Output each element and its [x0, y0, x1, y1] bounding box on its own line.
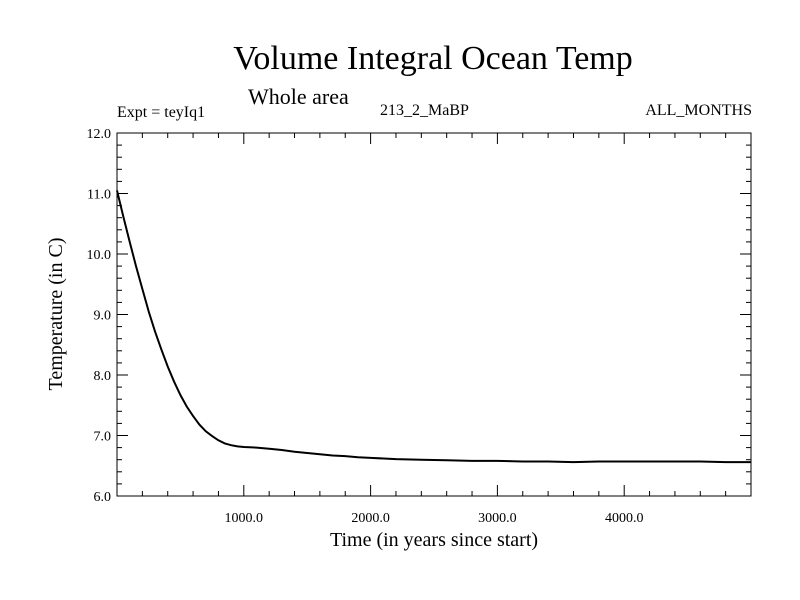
y-tick-label: 7.0 [94, 430, 112, 445]
y-tick-label: 6.0 [94, 490, 112, 505]
y-tick-label: 10.0 [87, 248, 112, 263]
months-label: ALL_MONTHS [645, 102, 752, 119]
experiment-label: Expt = teyIq1 [117, 104, 206, 121]
run-label: 213_2_MaBP [380, 102, 469, 119]
x-axis-label: Time (in years since start) [330, 529, 538, 551]
y-axis-label: Temperature (in C) [45, 238, 67, 391]
y-tick-label: 12.0 [87, 127, 112, 142]
x-tick-label: 2000.0 [351, 511, 390, 526]
axis-tick-labels: 1000.0 2000.0 3000.0 4000.0 6.0 7.0 8.0 9.0 10.0… [87, 127, 644, 526]
series-line [116, 190, 751, 464]
chart-subtitle: Whole area [248, 84, 349, 109]
y-tick-label: 8.0 [94, 369, 112, 384]
plot-frame [116, 132, 752, 497]
x-tick-label: 3000.0 [478, 511, 517, 526]
y-tick-label: 11.0 [87, 188, 111, 203]
axis-ticks [117, 133, 751, 496]
chart-title: Volume Integral Ocean Temp [233, 40, 633, 77]
x-tick-label: 1000.0 [225, 511, 264, 526]
y-tick-label: 9.0 [94, 309, 112, 324]
x-tick-label: 4000.0 [605, 511, 644, 526]
